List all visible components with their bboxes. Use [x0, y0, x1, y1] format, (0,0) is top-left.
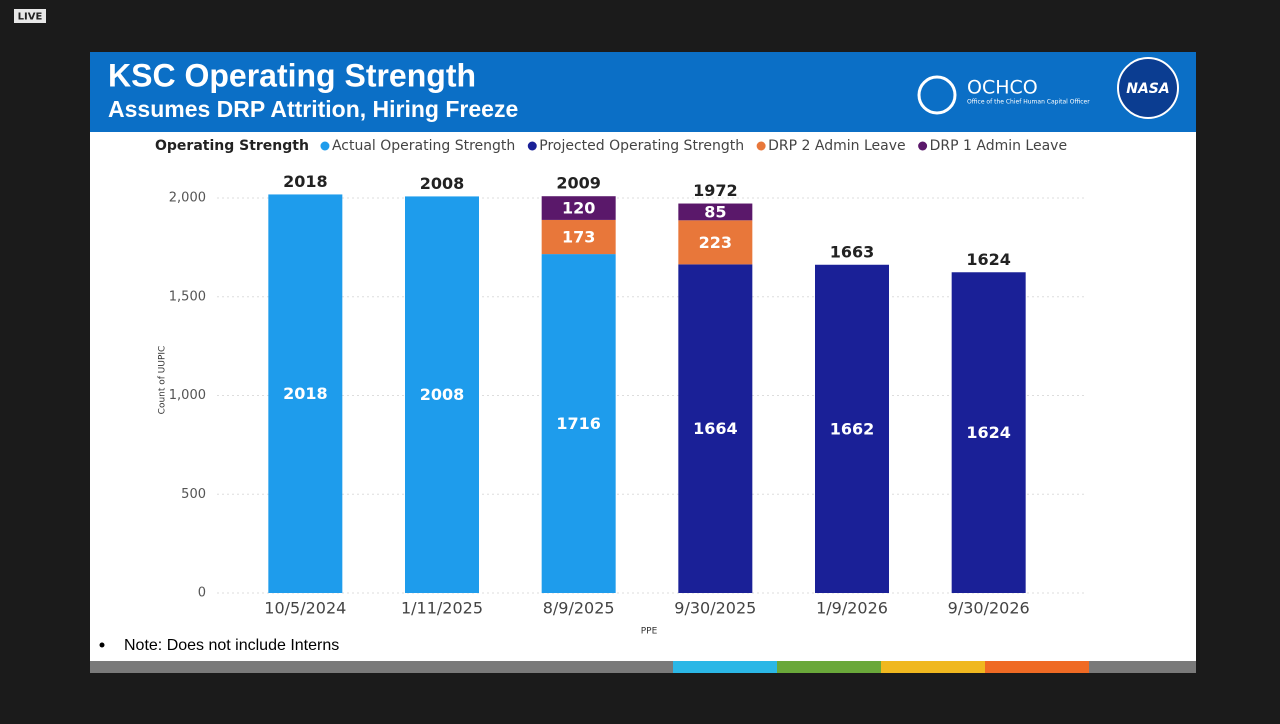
x-tick-label: 9/30/2025: [674, 599, 756, 618]
footer-strip: [90, 661, 673, 673]
ochco-icon: [917, 75, 957, 115]
bar-segment: [678, 264, 753, 593]
total-label: 1624: [966, 250, 1011, 269]
value-label: 2008: [420, 385, 465, 404]
x-tick-label: 10/5/2024: [264, 599, 346, 618]
legend-marker: [918, 141, 928, 151]
value-label: 1664: [693, 419, 738, 438]
value-label: 2018: [283, 384, 328, 403]
live-badge-bg: [14, 9, 46, 23]
y-axis-label: Count of UUPIC: [158, 346, 168, 415]
total-label: 2009: [556, 174, 601, 193]
legend-label: Projected Operating Strength: [539, 138, 744, 154]
bar-segment: [405, 196, 479, 594]
y-tick-label: 2,000: [169, 191, 206, 206]
value-label: 1662: [830, 419, 875, 438]
chart-subtitle: Assumes DRP Attrition, Hiring Freeze: [108, 96, 518, 122]
bullet: [99, 642, 105, 648]
legend-title: Operating Strength: [155, 138, 309, 154]
value-label: 1716: [556, 414, 601, 433]
total-label: 1663: [830, 242, 875, 261]
x-tick-label: 1/11/2025: [401, 599, 483, 618]
bar-segment: [815, 264, 889, 593]
chart-title: KSC Operating Strength: [108, 57, 476, 93]
y-tick-label: 500: [181, 487, 206, 502]
note: Note: Does not include Interns: [124, 637, 339, 654]
y-tick-label: 0: [198, 586, 206, 601]
bar-segment: [678, 203, 753, 221]
value-label: 223: [699, 233, 732, 252]
value-label: 1624: [966, 423, 1011, 442]
footer-strip: [1089, 661, 1196, 673]
live-badge: LIVE: [18, 12, 43, 23]
y-tick-label: 1,000: [169, 388, 206, 403]
x-axis-label: PPE: [641, 627, 658, 637]
bar-segment: [541, 254, 616, 593]
footer-strip: [985, 661, 1089, 673]
legend-label: Actual Operating Strength: [332, 138, 515, 154]
value-label: 85: [704, 202, 726, 221]
bar-segment: [541, 196, 616, 220]
footer-strip: [881, 661, 985, 673]
nasa-text: NASA: [1126, 81, 1169, 97]
x-tick-label: 1/9/2026: [816, 599, 888, 618]
bar-segment: [678, 220, 753, 265]
bar-segment: [541, 219, 616, 255]
legend-marker: [320, 141, 330, 151]
total-label: 2018: [283, 172, 328, 191]
legend-marker: [527, 141, 537, 151]
nasa-logo: [1117, 57, 1179, 119]
y-tick-label: 1,500: [169, 289, 206, 304]
total-label: 1972: [693, 181, 738, 200]
bar-segment: [268, 194, 343, 593]
logo-name: OCHCO: [967, 77, 1038, 99]
legend-label: DRP 1 Admin Leave: [930, 138, 1067, 154]
x-tick-label: 8/9/2025: [543, 599, 615, 618]
value-label: 173: [562, 228, 595, 247]
footer-strip: [777, 661, 881, 673]
logo-subtitle: Office of the Chief Human Capital Office…: [967, 99, 1090, 106]
legend-marker: [756, 141, 766, 151]
total-label: 2008: [420, 174, 465, 193]
bar-segment: [951, 272, 1026, 593]
value-label: 120: [562, 199, 595, 218]
legend-label: DRP 2 Admin Leave: [768, 138, 905, 154]
x-tick-label: 9/30/2026: [948, 599, 1030, 618]
header-bar: [90, 52, 1196, 132]
footer-strip: [673, 661, 777, 673]
